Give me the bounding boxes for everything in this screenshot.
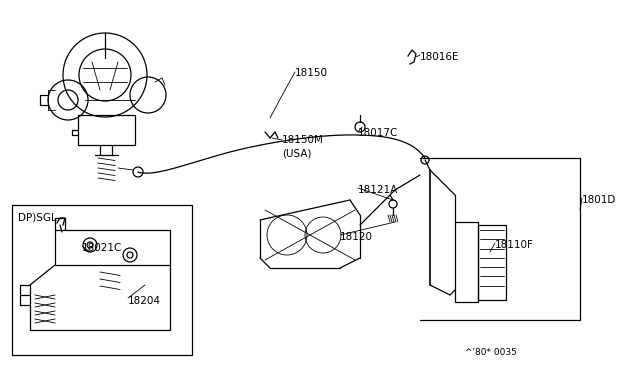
Text: 1801D: 1801D bbox=[582, 195, 616, 205]
Text: DP)SGL: DP)SGL bbox=[18, 212, 57, 222]
Text: 18110F: 18110F bbox=[495, 240, 534, 250]
Text: 18150: 18150 bbox=[295, 68, 328, 78]
Text: ^'80* 0035: ^'80* 0035 bbox=[465, 348, 517, 357]
Text: (USA): (USA) bbox=[282, 148, 312, 158]
Text: 18120: 18120 bbox=[340, 232, 373, 242]
Bar bbox=[455, 222, 478, 302]
Text: 18021C: 18021C bbox=[82, 243, 122, 253]
Text: 18121A: 18121A bbox=[358, 185, 398, 195]
Bar bbox=[478, 225, 506, 300]
Text: 18150M: 18150M bbox=[282, 135, 324, 145]
Text: 18016E: 18016E bbox=[420, 52, 460, 62]
Text: 18204: 18204 bbox=[128, 296, 161, 306]
Text: 18017C: 18017C bbox=[358, 128, 398, 138]
